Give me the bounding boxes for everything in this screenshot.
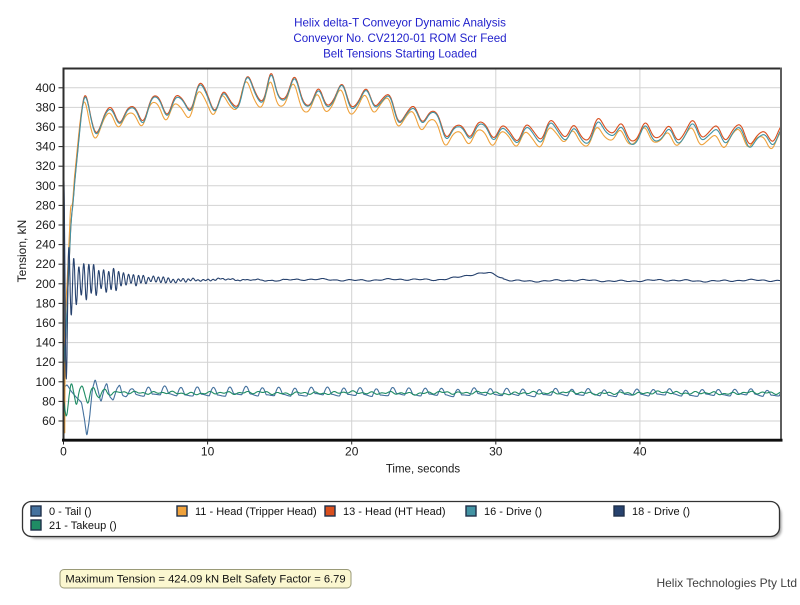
svg-text:Maximum Tension = 424.09 kN Be: Maximum Tension = 424.09 kN Belt Safety … [65,574,345,586]
svg-text:21 - Takeup (): 21 - Takeup () [49,520,117,532]
svg-text:160: 160 [35,316,55,330]
svg-text:Helix Technologies Pty Ltd: Helix Technologies Pty Ltd [656,576,797,590]
svg-text:11 - Head (Tripper Head): 11 - Head (Tripper Head) [195,506,317,518]
svg-text:220: 220 [35,257,55,271]
svg-text:Time, seconds: Time, seconds [386,464,461,476]
svg-text:340: 340 [35,140,55,154]
svg-text:16 - Drive (): 16 - Drive () [484,506,542,518]
svg-text:10: 10 [201,445,215,459]
svg-text:0 - Tail (): 0 - Tail () [49,506,92,518]
svg-text:100: 100 [35,375,55,389]
svg-text:320: 320 [35,159,55,173]
svg-text:30: 30 [489,445,503,459]
svg-text:80: 80 [42,394,56,408]
svg-text:Tension, kN: Tension, kN [15,220,29,283]
svg-text:0: 0 [60,445,67,459]
svg-text:13 - Head (HT Head): 13 - Head (HT Head) [343,506,446,518]
svg-text:Helix delta-T Conveyor Dynamic: Helix delta-T Conveyor Dynamic Analysis [294,17,506,30]
svg-text:260: 260 [35,218,55,232]
svg-text:40: 40 [633,445,647,459]
svg-text:200: 200 [35,277,55,291]
svg-text:Conveyor No. CV2120-01 ROM Scr: Conveyor No. CV2120-01 ROM Scr Feed [293,32,506,45]
svg-text:400: 400 [35,81,55,95]
svg-text:Belt Tensions Starting Loaded: Belt Tensions Starting Loaded [323,48,477,61]
svg-text:360: 360 [35,120,55,134]
svg-text:140: 140 [35,336,55,350]
svg-text:60: 60 [42,414,56,428]
svg-text:240: 240 [35,238,55,252]
svg-text:180: 180 [35,296,55,310]
svg-text:120: 120 [35,355,55,369]
svg-text:20: 20 [345,445,359,459]
svg-text:280: 280 [35,198,55,212]
svg-text:300: 300 [35,179,55,193]
svg-text:380: 380 [35,100,55,114]
svg-text:18 - Drive (): 18 - Drive () [632,506,690,518]
